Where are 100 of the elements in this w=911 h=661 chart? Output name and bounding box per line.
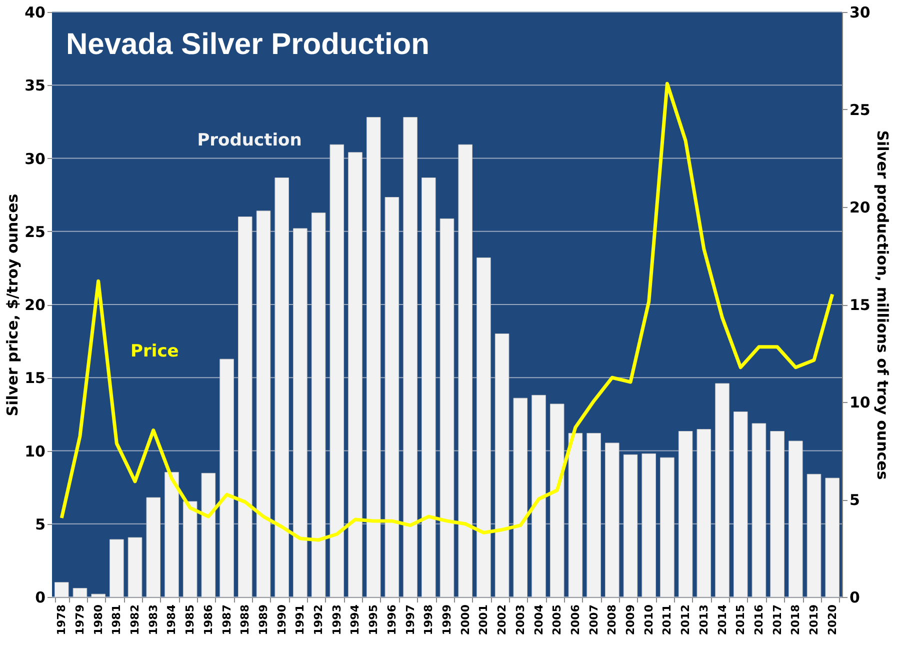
x-tick-label: 1995 [367,604,380,636]
y-tick-label: 0 [35,588,46,606]
bar [513,398,528,598]
bar [256,210,271,598]
bar [274,178,289,598]
y2-tick-label: 5 [850,491,860,509]
y2-tick-label: 20 [850,198,870,216]
x-tick-label: 1988 [238,604,252,636]
bar [623,454,638,598]
bar [110,539,124,598]
bar [825,478,840,598]
x-tick-label: 2006 [568,604,582,636]
bar [586,432,601,598]
x-tick-label: 2001 [477,604,490,636]
y2-tick-label: 25 [850,101,870,119]
x-tick-label: 1991 [294,604,307,636]
y-tick-label: 20 [24,296,46,314]
y-tick-label: 10 [24,442,46,460]
x-tick-label: 2015 [734,604,748,636]
text: Nevada Silver Production [66,28,430,61]
y-tick-label: 25 [24,222,46,241]
bar [54,582,69,598]
x-tick-label: 2016 [752,604,766,636]
bar [715,383,730,598]
bar [422,178,436,598]
x-tick-label: 2009 [624,604,638,636]
bar [146,497,161,598]
bar [605,442,620,598]
x-tick-label: 2018 [789,604,802,636]
x-tick-label: 1989 [256,604,270,636]
bar [330,144,344,598]
bar [770,431,784,598]
y-tick-label: 35 [24,76,46,95]
bar [568,432,583,598]
y-tick-label: 40 [24,4,46,22]
y2-tick-label: 15 [850,296,870,314]
bar [642,453,656,598]
x-tick-label: 1981 [110,604,124,636]
x-tick-label: 2017 [770,604,784,636]
x-tick-label: 1979 [73,604,86,636]
x-tick-label: 2005 [550,604,564,636]
bar [550,404,564,598]
x-tick-label: 1978 [55,604,68,636]
x-tick-label: 1984 [165,604,178,636]
bar [72,588,88,598]
x-tick-label: 1992 [312,604,326,636]
bar [476,257,491,598]
x-tick-label: 1985 [184,604,197,636]
bar [458,144,472,598]
bar [238,216,252,598]
x-tick-label: 2012 [679,604,692,636]
bar [494,334,510,598]
bar [788,440,803,598]
bar [366,117,381,598]
bar [201,472,216,598]
bar [348,152,362,598]
series-label: Price [130,341,179,362]
x-tick-label: 1993 [330,604,344,636]
x-tick-label: 1987 [220,604,234,636]
x-tick-label: 2000 [458,604,472,636]
y-tick-label: 30 [24,150,46,168]
x-tick-label: 1982 [128,604,142,636]
bar [440,218,454,598]
x-tick-label: 2013 [697,604,710,636]
x-tick-label: 2004 [532,604,546,636]
x-tick-label: 1994 [348,604,362,636]
bar [752,423,766,598]
bar [128,537,142,598]
x-tick-label: 2010 [642,604,656,636]
y2-axis-title: Silver production, millions of troy ounces [873,130,892,480]
series-label: Production [197,130,302,151]
bar [220,358,234,598]
x-tick-label: 2008 [606,604,619,636]
x-tick-label: 1999 [440,604,454,636]
y-axis-title: Silver price, $/troy ounces [4,194,22,416]
y2-tick-label: 30 [850,4,870,22]
x-tick-label: 1996 [385,604,398,636]
bar [384,197,400,598]
bar [806,474,822,598]
y-tick-label: 5 [35,515,46,534]
y2-tick-label: 0 [850,588,860,606]
y-tick-label: 15 [24,369,46,388]
x-tick-label: 2014 [716,604,729,636]
line-series [60,82,834,542]
x-tick-label: 2019 [808,604,821,636]
bar [660,457,674,598]
bar [532,394,546,598]
x-tick-label: 1990 [275,604,288,636]
x-tick-label: 1983 [146,604,160,636]
bar [293,228,308,598]
y2-tick-label: 10 [850,394,870,412]
bar [91,594,106,598]
bar [678,431,693,598]
x-tick-label: 1998 [422,604,436,636]
x-tick-label: 2007 [587,604,600,636]
bar [696,429,712,598]
bar [164,472,179,598]
x-tick-label: 1986 [202,604,215,636]
x-tick-label: 1997 [404,604,417,636]
x-tick-label: 1980 [92,604,105,636]
